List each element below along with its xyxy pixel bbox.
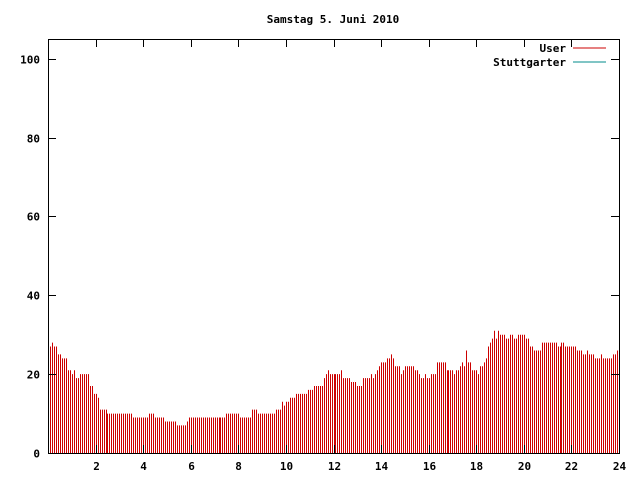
x-tick-label-10: 22 <box>565 460 578 473</box>
x-tick-label-5: 12 <box>328 460 341 473</box>
x-tick-label-9: 20 <box>518 460 531 473</box>
x-tick-label-3: 8 <box>235 460 242 473</box>
x-tick-label-0: 2 <box>93 460 100 473</box>
x-tick-label-8: 18 <box>470 460 483 473</box>
x-tick-label-1: 4 <box>140 460 147 473</box>
x-tick-label-2: 6 <box>188 460 195 473</box>
y-tick-label-3: 60 <box>27 211 40 224</box>
x-tick-label-11: 24 <box>613 460 627 473</box>
y-tick-label-0: 0 <box>33 448 40 461</box>
chart-title: Samstag 5. Juni 2010 <box>267 13 399 26</box>
x-tick-label-7: 16 <box>423 460 437 473</box>
y-tick-label-4: 80 <box>27 133 40 146</box>
x-tick-label-4: 10 <box>280 460 293 473</box>
bars-user <box>50 330 618 453</box>
legend-label-user: User <box>540 42 567 55</box>
y-tick-label-1: 20 <box>27 369 40 382</box>
legend: User Stuttgarter <box>493 42 606 69</box>
legend-label-stuttgarter: Stuttgarter <box>493 56 566 69</box>
y-tick-label-5: 100 <box>20 54 40 67</box>
y-tick-label-2: 40 <box>27 290 40 303</box>
x-tick-label-6: 14 <box>375 460 389 473</box>
